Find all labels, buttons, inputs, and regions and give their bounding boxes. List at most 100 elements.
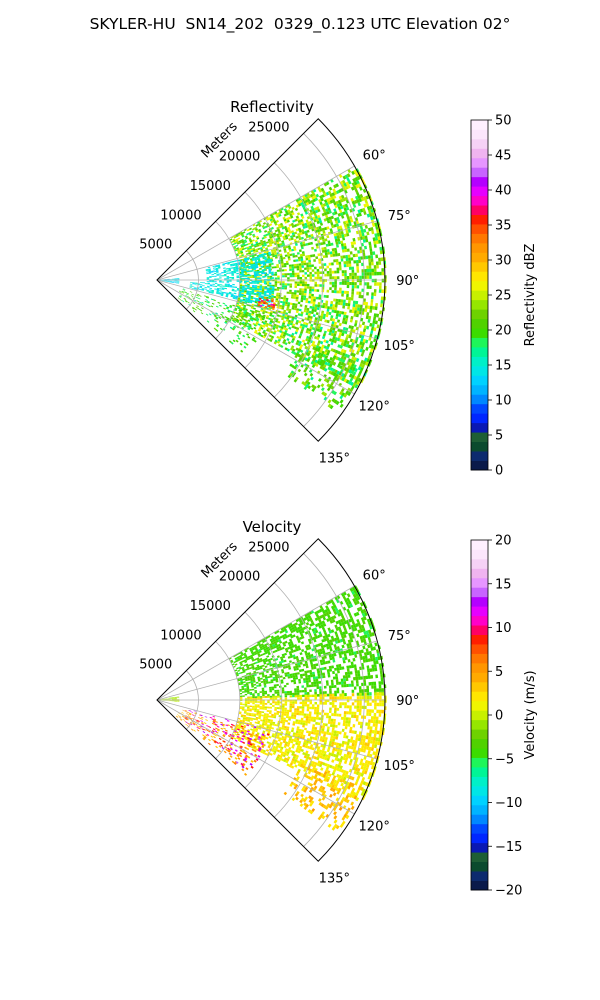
echo-gate bbox=[244, 689, 247, 692]
echo-gate bbox=[342, 606, 347, 611]
reflectivity-echoes bbox=[159, 168, 387, 410]
echo-gate bbox=[243, 659, 247, 662]
echo-gate bbox=[314, 689, 317, 692]
echo-gate bbox=[252, 679, 256, 682]
echo-gate bbox=[360, 367, 364, 372]
echo-gate bbox=[322, 255, 326, 259]
echo-gate bbox=[353, 651, 357, 655]
echo-gate bbox=[339, 329, 343, 333]
echo-gate bbox=[263, 292, 267, 295]
echo-gate bbox=[323, 666, 327, 670]
echo-gate bbox=[198, 301, 202, 304]
echo-gate bbox=[223, 307, 226, 310]
echo-gate bbox=[341, 183, 345, 188]
echo-gate bbox=[276, 286, 280, 289]
echo-gate bbox=[274, 707, 277, 709]
echo-gate bbox=[311, 286, 315, 290]
echo-gate bbox=[286, 713, 289, 717]
echo-gate bbox=[327, 399, 332, 404]
echo-gate bbox=[369, 309, 373, 313]
echo-gate bbox=[356, 702, 360, 706]
echo-gate bbox=[295, 299, 299, 302]
echo-gate bbox=[262, 325, 266, 328]
echo-gate bbox=[326, 217, 330, 221]
echo-gate bbox=[267, 256, 271, 259]
echo-gate bbox=[331, 224, 335, 229]
echo-gate bbox=[337, 722, 341, 726]
echo-gate bbox=[296, 712, 299, 716]
echo-gate bbox=[295, 635, 299, 639]
echo-gate bbox=[207, 300, 210, 303]
echo-gate bbox=[359, 666, 362, 671]
echo-gate bbox=[342, 617, 346, 622]
echo-gate bbox=[375, 261, 379, 266]
radial-tick-label: 25000 bbox=[248, 120, 289, 135]
echo-gate bbox=[308, 291, 312, 294]
echo-gate bbox=[313, 213, 317, 217]
echo-gate bbox=[207, 283, 210, 285]
echo-gate bbox=[314, 197, 319, 202]
echo-gate bbox=[241, 293, 244, 296]
echo-gate bbox=[333, 376, 338, 381]
echo-gate bbox=[292, 677, 296, 680]
echo-gate bbox=[330, 641, 334, 646]
echo-gate bbox=[348, 652, 352, 656]
echo-gate bbox=[303, 297, 306, 301]
echo-gate bbox=[257, 694, 260, 697]
echo-gate bbox=[253, 297, 256, 300]
echo-gate bbox=[183, 297, 187, 300]
echo-gate bbox=[297, 348, 302, 352]
echo-gate bbox=[367, 658, 371, 662]
echo-gate bbox=[243, 664, 246, 667]
echo-gate bbox=[285, 297, 289, 301]
echo-gate bbox=[216, 290, 219, 293]
echo-gate bbox=[311, 308, 315, 312]
echo-gate bbox=[339, 234, 343, 239]
echo-gate bbox=[205, 313, 209, 316]
echo-gate bbox=[322, 230, 326, 234]
echo-gate bbox=[252, 718, 256, 720]
echo-gate bbox=[333, 333, 337, 337]
echo-gate bbox=[378, 688, 382, 692]
echo-gate bbox=[257, 314, 261, 318]
echo-gate bbox=[258, 331, 262, 335]
echo-gate bbox=[249, 299, 253, 302]
echo-gate bbox=[283, 628, 288, 632]
echo-gate bbox=[239, 688, 242, 691]
echo-gate bbox=[254, 286, 258, 289]
echo-gate bbox=[240, 253, 244, 255]
echo-gate bbox=[354, 730, 357, 735]
echo-gate bbox=[354, 176, 359, 182]
echo-gate bbox=[273, 636, 278, 640]
echo-gate bbox=[254, 658, 257, 661]
echo-gate bbox=[248, 326, 252, 329]
echo-gate bbox=[233, 296, 236, 298]
echo-gate bbox=[360, 197, 365, 202]
echo-gate bbox=[362, 655, 366, 660]
echo-gate bbox=[219, 286, 223, 288]
echo-gate bbox=[269, 703, 273, 705]
echo-gate bbox=[259, 646, 263, 649]
echo-gate bbox=[308, 234, 312, 238]
echo-gate bbox=[308, 226, 312, 230]
colorbar-segment bbox=[471, 157, 488, 168]
echo-gate bbox=[268, 234, 272, 237]
echo-gate bbox=[346, 387, 351, 392]
echo-gate bbox=[238, 711, 242, 714]
echo-gate bbox=[238, 712, 242, 715]
echo-gate bbox=[333, 321, 337, 325]
echo-gate bbox=[321, 344, 325, 348]
echo-gate bbox=[233, 268, 236, 270]
echo-gate bbox=[240, 306, 244, 309]
echo-gate bbox=[373, 289, 377, 293]
echo-gate bbox=[369, 340, 374, 345]
echo-gate bbox=[316, 729, 320, 733]
echo-gate bbox=[345, 601, 350, 606]
echo-gate bbox=[322, 353, 326, 358]
echo-gate bbox=[304, 673, 308, 676]
echo-gate bbox=[352, 237, 356, 242]
echo-gate bbox=[351, 693, 355, 697]
echo-gate bbox=[258, 255, 262, 258]
echo-gate bbox=[367, 722, 371, 727]
echo-gate bbox=[358, 294, 362, 299]
